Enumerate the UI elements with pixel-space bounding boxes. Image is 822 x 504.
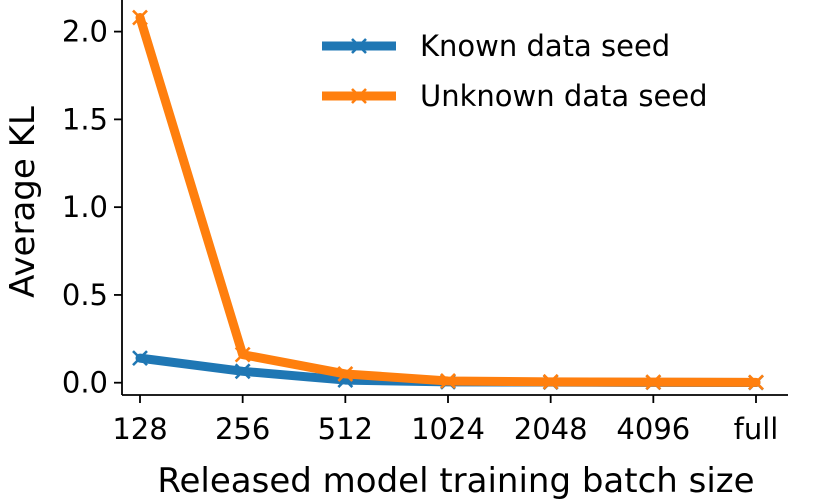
x-tick-label: 4096 xyxy=(616,412,690,446)
legend-label: Unknown data seed xyxy=(420,79,708,113)
y-tick-label: 0.5 xyxy=(62,278,108,312)
data-point xyxy=(234,346,251,363)
x-tick-label: 2048 xyxy=(514,412,588,446)
y-axis-title: Average KL xyxy=(3,106,43,298)
series-layer xyxy=(132,9,764,391)
legend-marker xyxy=(351,88,367,104)
x-tick-label: full xyxy=(734,412,779,446)
data-point xyxy=(542,373,559,390)
marker-stroke xyxy=(748,374,764,391)
data-point xyxy=(748,374,764,391)
legend-marker xyxy=(351,38,367,54)
x-tick-label: 128 xyxy=(112,412,167,446)
legend: Known data seed Unknown data seed xyxy=(322,29,708,113)
data-point xyxy=(132,9,148,26)
legend-entry: Known data seed xyxy=(322,29,670,63)
x-tick-label: 256 xyxy=(215,412,270,446)
x-tick-label: 1024 xyxy=(411,412,485,446)
marker-stroke xyxy=(351,38,367,54)
marker-stroke xyxy=(351,88,367,104)
data-point xyxy=(645,374,662,391)
marker-stroke xyxy=(337,366,354,382)
marker-stroke xyxy=(234,363,251,380)
marker-stroke xyxy=(440,373,456,389)
y-tick-label: 1.5 xyxy=(62,102,108,136)
data-point xyxy=(440,373,456,389)
axes: 0.0 0.5 1.0 1.5 2.0 128 256 512 1024 2048 4096 full xyxy=(62,0,788,446)
x-axis-title: Released model training batch size xyxy=(157,461,754,501)
y-tick-label: 1.0 xyxy=(62,190,108,224)
data-point xyxy=(337,366,354,382)
data-point xyxy=(234,363,251,380)
y-tick-label: 0.0 xyxy=(62,366,108,400)
marker-stroke xyxy=(132,9,148,26)
legend-entry: Unknown data seed xyxy=(322,79,708,113)
x-tick-label: 512 xyxy=(318,412,373,446)
legend-label: Known data seed xyxy=(420,29,670,63)
marker-stroke xyxy=(542,373,559,390)
data-point xyxy=(132,350,148,367)
marker-stroke xyxy=(645,374,662,391)
marker-stroke xyxy=(132,350,148,367)
y-tick-label: 2.0 xyxy=(62,15,108,49)
series-line xyxy=(135,13,761,387)
series-unknown-data-seed xyxy=(132,9,764,391)
marker-stroke xyxy=(234,346,251,363)
